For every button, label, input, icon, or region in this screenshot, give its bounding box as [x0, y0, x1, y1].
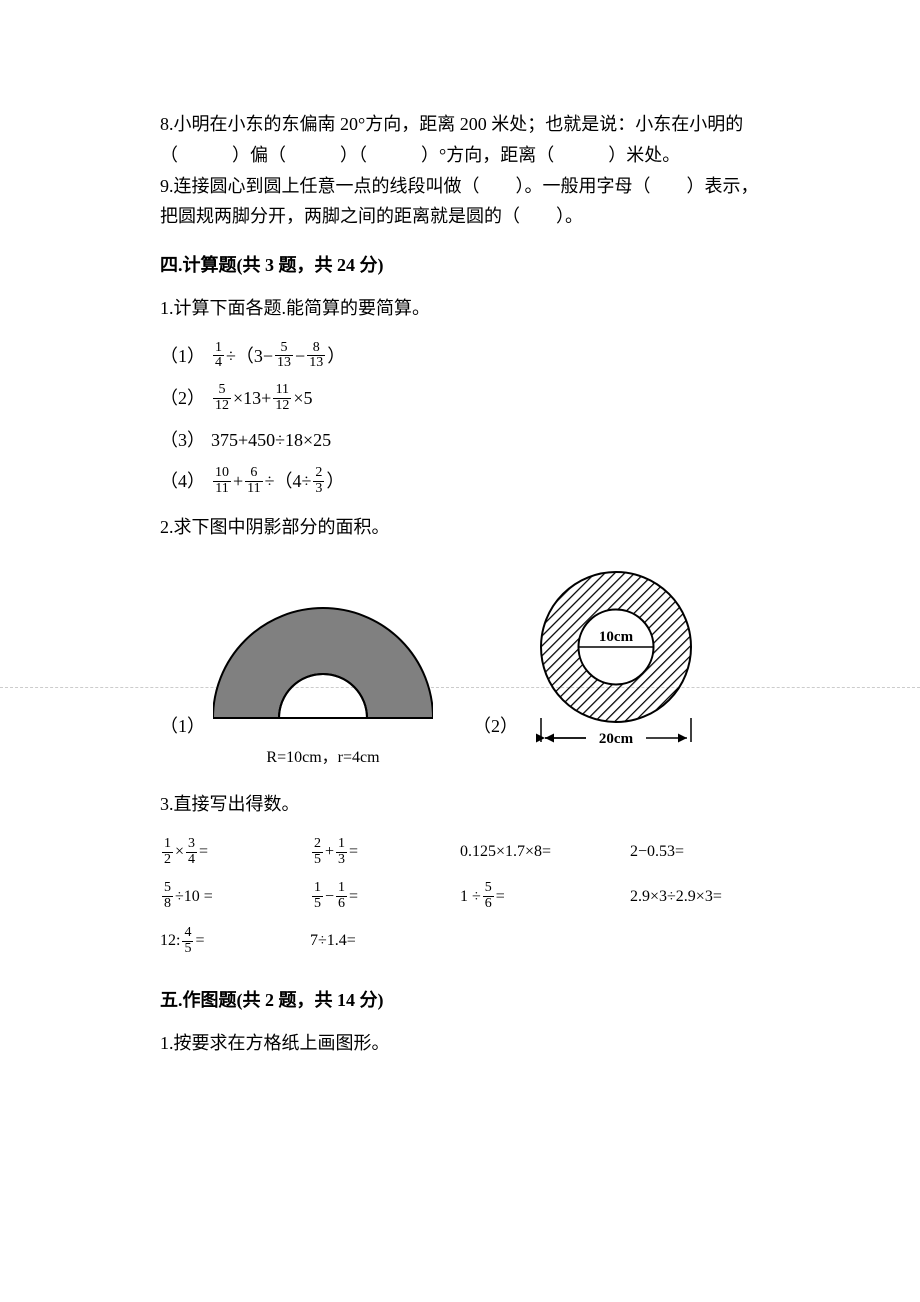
- mental-grid: 12×34=25+13=0.125×1.7×8=2−0.53=58÷10 =15…: [160, 837, 780, 956]
- fig2-group: （2） 10cm 20cm: [473, 562, 706, 771]
- mental-cell: 2.9×3÷2.9×3=: [630, 884, 790, 910]
- s4-q1-prompt: 1.计算下面各题.能简算的要简算。: [160, 294, 780, 323]
- svg-text:20cm: 20cm: [599, 731, 634, 747]
- mental-cell: 25+13=: [310, 837, 460, 867]
- calc-label: （2）: [160, 384, 205, 413]
- calc-item: （1）14 ÷（3− 513 − 813 ）: [160, 341, 780, 371]
- s5-q1-prompt: 1.按要求在方格纸上画图形。: [160, 1029, 780, 1058]
- mental-cell: 7÷1.4=: [310, 928, 460, 954]
- q8-line1: 8.小明在小东的东偏南 20°方向，距离 200 米处；也就是说：小东在小明的: [160, 110, 780, 139]
- q9-line1: 9.连接圆心到圆上任意一点的线段叫做（ ）。一般用字母（ ）表示，: [160, 172, 780, 201]
- fig1-svg: [213, 600, 433, 730]
- calc-item: （3） 375+450÷18×25: [160, 426, 780, 455]
- fig2-wrap: 10cm 20cm: [526, 562, 706, 771]
- s4-q3-prompt: 3.直接写出得数。: [160, 790, 780, 819]
- calc-label: （3）: [160, 426, 205, 455]
- fig1-wrap: R=10cm，r=4cm: [213, 600, 433, 770]
- calc-label: （1）: [160, 342, 205, 371]
- fig2-label: （2）: [473, 712, 518, 741]
- section5-header: 五.作图题(共 2 题，共 14 分): [160, 986, 780, 1015]
- q8-line2: （ ）偏（ ）（ ）°方向，距离（ ）米处。: [160, 141, 780, 170]
- calc-item: （4）1011 + 611 ÷（4÷ 23 ）: [160, 466, 780, 496]
- mental-cell: 12: 45 =: [160, 926, 310, 956]
- mental-cell: 12×34=: [160, 837, 310, 867]
- calc-label: （4）: [160, 467, 205, 496]
- mental-cell: 2−0.53=: [630, 839, 790, 865]
- fig1-group: （1） R=10cm，r=4cm: [160, 600, 433, 770]
- mental-cell: 1 ÷56=: [460, 881, 630, 911]
- calc-item: （2）512 ×13+ 1112 ×5: [160, 383, 780, 413]
- mental-cell: 0.125×1.7×8=: [460, 839, 630, 865]
- fig1-label: （1）: [160, 712, 205, 741]
- section4-header: 四.计算题(共 3 题，共 24 分): [160, 251, 780, 280]
- fig2-svg: 10cm 20cm: [526, 562, 706, 762]
- s4-q2-prompt: 2.求下图中阴影部分的面积。: [160, 513, 780, 542]
- figures-row: （1） R=10cm，r=4cm （2） 10cm 20cm: [160, 562, 780, 771]
- mental-cell: 15−16=: [310, 881, 460, 911]
- s4-q1-list: （1）14 ÷（3− 513 − 813 ） （2）512 ×13+ 1112 ×…: [160, 341, 780, 497]
- mental-cell: 58÷10 =: [160, 881, 310, 911]
- q9-line2: 把圆规两脚分开，两脚之间的距离就是圆的（ ）。: [160, 202, 780, 231]
- svg-text:10cm: 10cm: [599, 629, 634, 645]
- fig1-caption: R=10cm，r=4cm: [213, 745, 433, 771]
